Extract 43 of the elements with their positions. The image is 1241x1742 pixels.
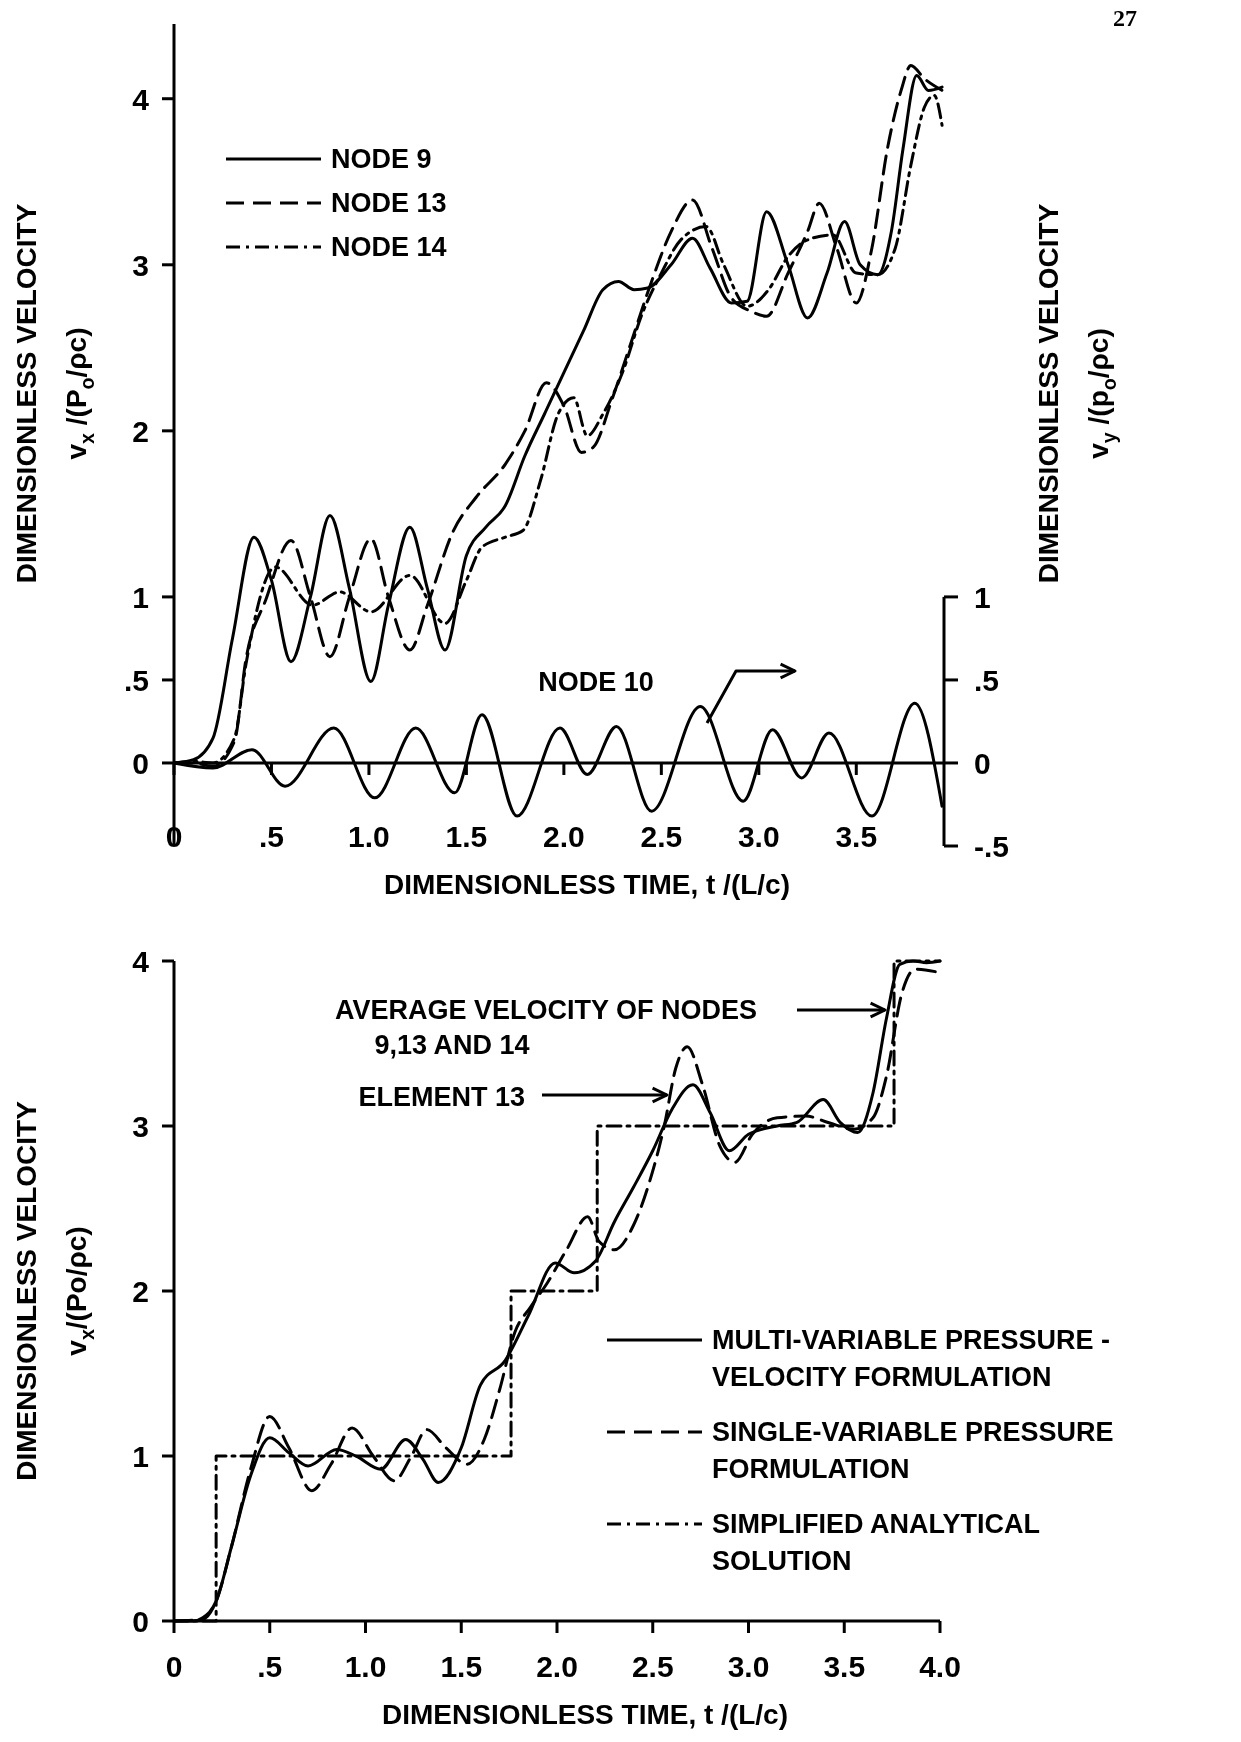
y-tick-label: 2: [132, 414, 149, 448]
x-tick-label: 3.0: [737, 819, 780, 853]
x-tick-label: 0: [165, 1649, 183, 1683]
legend-label: SIMPLIFIED ANALYTICAL SOLUTION: [712, 1509, 1041, 1576]
y-tick-label: 3: [132, 1109, 149, 1143]
x-axis-title: DIMENSIONLESS TIME, t /(L/c): [381, 1698, 789, 1730]
x-tick-label: 2.5: [640, 819, 683, 853]
legend-label: NODE 9: [331, 144, 432, 174]
x-tick-label: 3.5: [835, 819, 878, 853]
y-tick-label: 4: [132, 944, 150, 978]
annotation: AVERAGE VELOCITY OF NODES 9,13 AND 14: [334, 995, 757, 1060]
x-tick-label: 2.0: [536, 1649, 578, 1683]
legend-label: NODE 13: [331, 188, 447, 218]
x-tick-label: 3.5: [823, 1649, 866, 1683]
x-tick-label: 2.5: [631, 1649, 674, 1683]
x-tick-label: 3.0: [727, 1649, 770, 1683]
x-tick-label: 2.0: [543, 819, 585, 853]
legend-label: SINGLE-VARIABLE PRESSURE FORMULATION: [712, 1417, 1114, 1484]
legend-label: NODE 14: [331, 232, 447, 262]
x-axis-title: DIMENSIONLESS TIME, t /(L/c): [383, 868, 791, 900]
series-label: NODE 10: [538, 667, 654, 697]
y2-tick-label: -.5: [974, 829, 1010, 863]
x-tick-label: .5: [258, 819, 284, 853]
y-tick-label: 3: [132, 248, 149, 282]
y2-tick-label: .5: [974, 663, 1000, 697]
y-tick-label: .5: [123, 663, 149, 697]
annotation: ELEMENT 13: [358, 1082, 525, 1112]
y-tick-label: 0: [132, 1604, 149, 1638]
x-tick-label: 1.5: [440, 1649, 483, 1683]
x-tick-label: 1.0: [344, 1649, 387, 1683]
y-tick-label: 1: [132, 580, 149, 614]
text: 27: [1113, 5, 1137, 31]
y2-tick-label: 0: [974, 746, 991, 780]
y2-tick-label: 1: [974, 580, 991, 614]
y-tick-label: 1: [132, 1439, 149, 1473]
x-tick-label: 1.0: [348, 819, 390, 853]
y-tick-label: 0: [132, 746, 149, 780]
x-tick-label: 4.0: [919, 1649, 961, 1683]
x-tick-label: 1.5: [445, 819, 488, 853]
y-tick-label: 2: [132, 1274, 149, 1308]
legend-label: MULTI-VARIABLE PRESSURE - VELOCITY FORMULATION: [712, 1325, 1110, 1392]
x-tick-label: .5: [257, 1649, 283, 1683]
y-tick-label: 4: [132, 82, 150, 116]
